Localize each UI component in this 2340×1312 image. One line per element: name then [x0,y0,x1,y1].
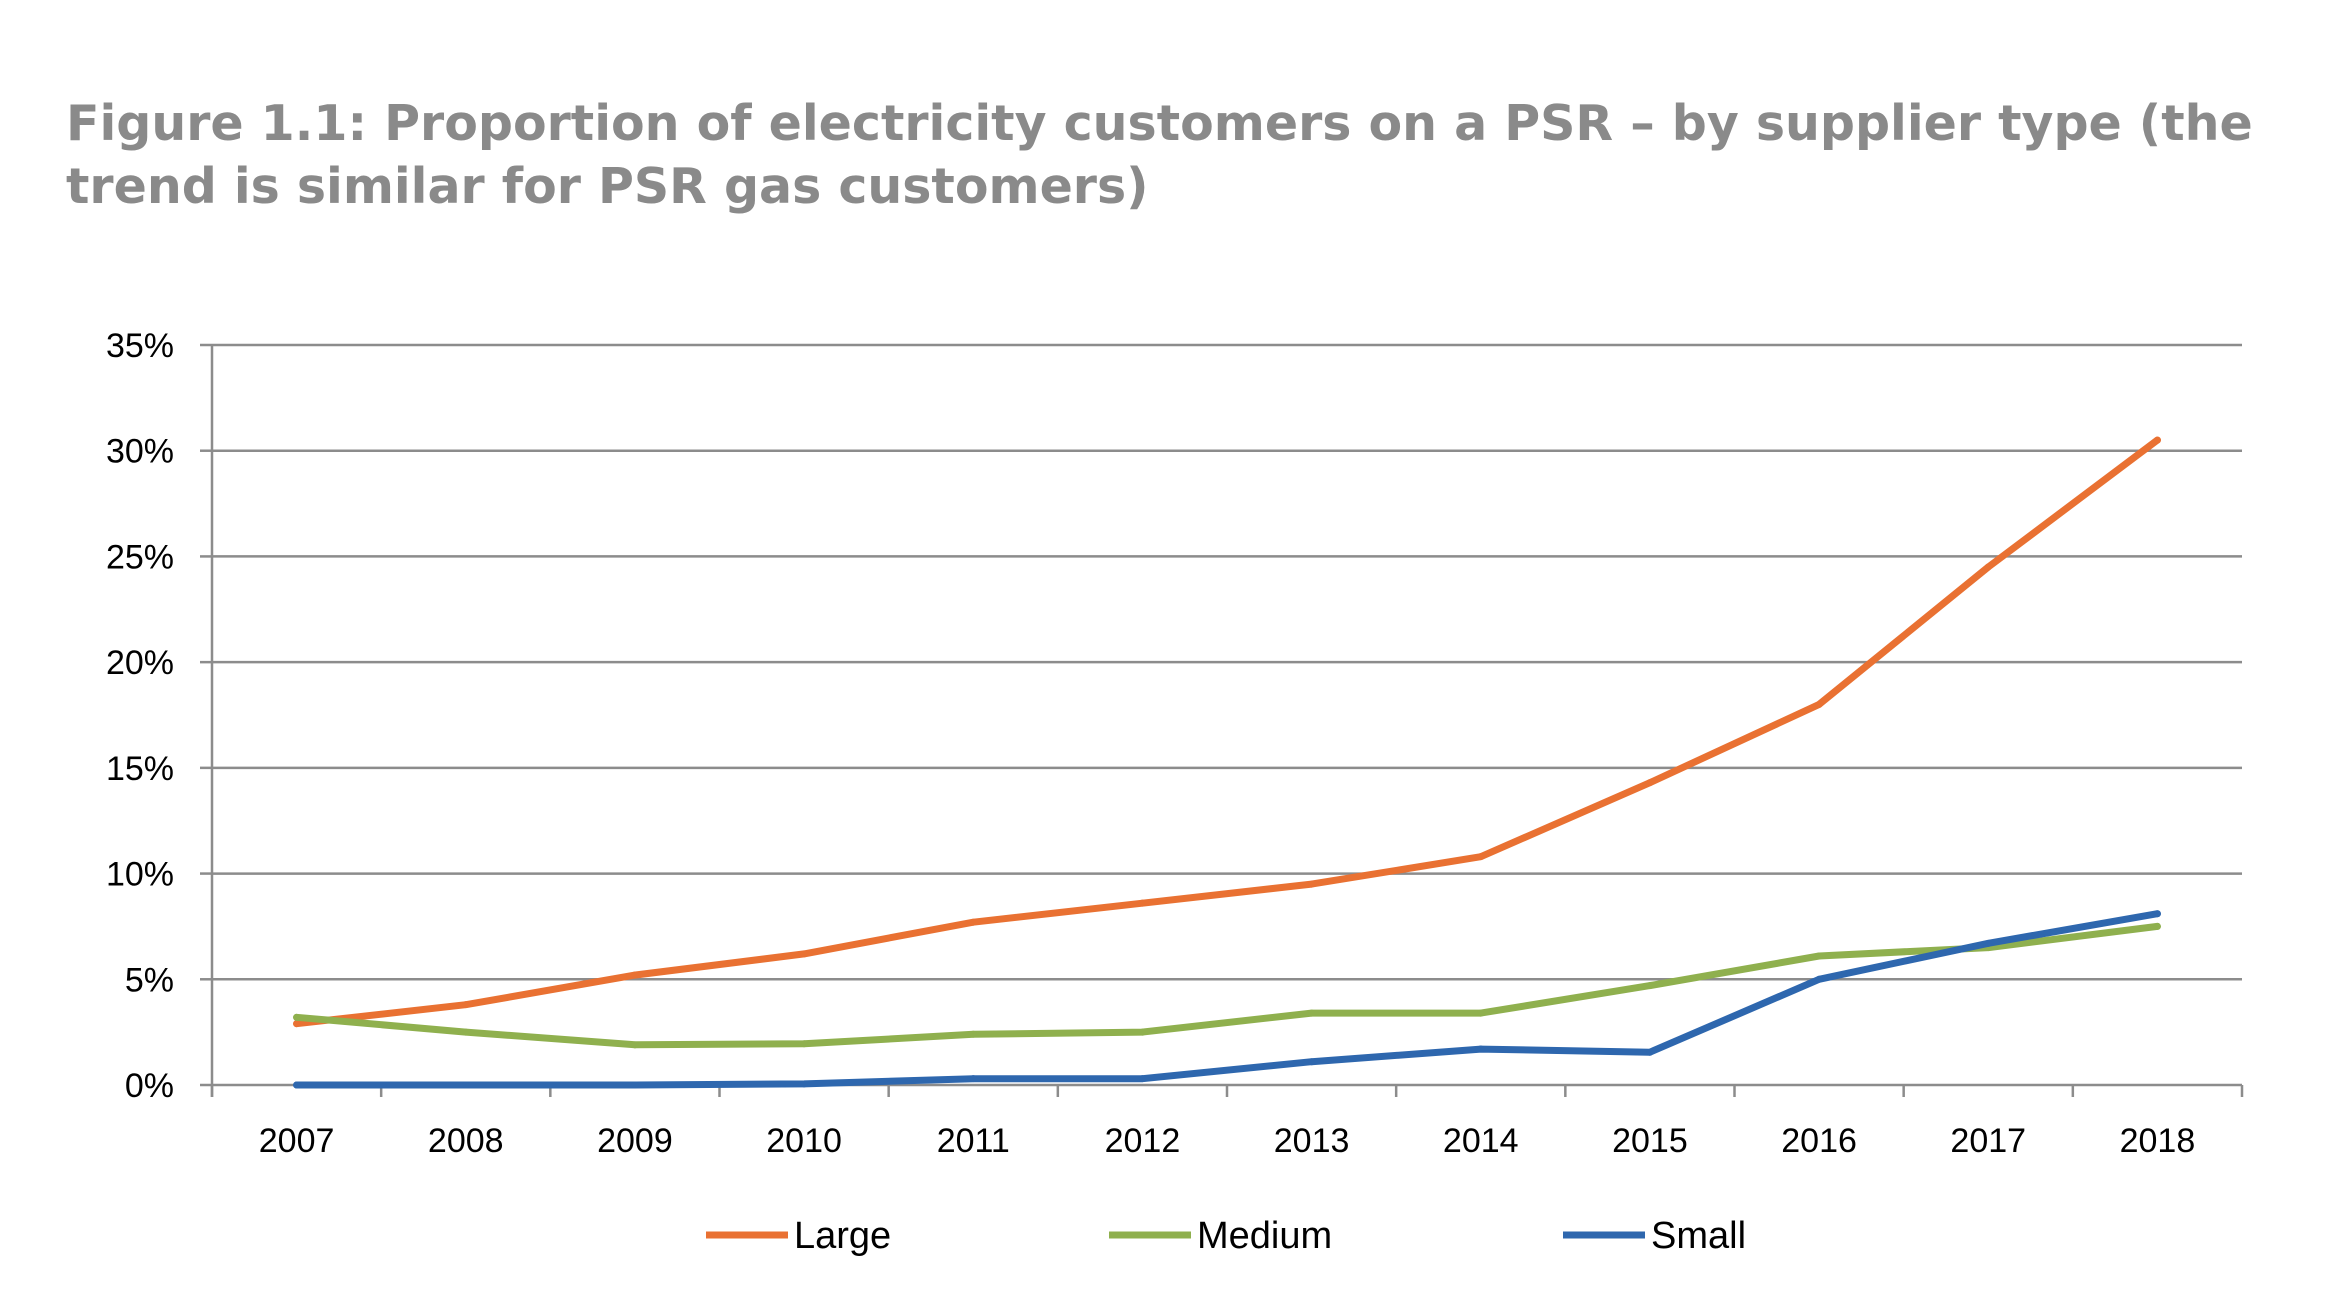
legend-label: Large [794,1215,891,1257]
data-point-large [969,918,977,926]
x-tick-label: 2016 [1781,1122,1857,1160]
y-tick-label: 25% [106,538,174,576]
data-point-large [1308,880,1316,888]
data-point-large [800,950,808,958]
y-tick-label: 20% [106,644,174,682]
legend-label: Small [1651,1215,1746,1257]
x-tick-label: 2018 [2120,1122,2196,1160]
data-point-small [462,1081,470,1089]
legend-label: Medium [1197,1215,1332,1257]
data-point-medium [1646,982,1654,990]
legend-item-large: Large [706,1215,891,1257]
x-tick-label: 2012 [1105,1122,1181,1160]
x-tick-label: 2013 [1274,1122,1350,1160]
x-tick-label: 2008 [428,1122,504,1160]
y-tick-label: 0% [125,1067,174,1105]
x-tick-label: 2011 [937,1122,1010,1160]
data-point-medium [1815,952,1823,960]
data-point-small [1815,975,1823,983]
figure-title: Figure 1.1: Proportion of electricity cu… [66,95,2253,215]
y-tick-labels: 0% 5% 10% 15% 20% 25% 30% 35% [106,327,174,1105]
x-tick-labels: 2007 2008 2009 2010 2011 2012 2013 2014 2015 2016… [259,1122,2195,1160]
data-point-large [2153,436,2161,444]
data-point-medium [2153,922,2161,930]
data-point-large [1646,779,1654,787]
x-tick-label: 2014 [1443,1122,1519,1160]
series-line-small [293,910,2161,1089]
data-point-small [1477,1045,1485,1053]
data-point-large [631,971,639,979]
x-tick-label: 2010 [766,1122,842,1160]
x-tick-label: 2009 [597,1122,673,1160]
legend-item-medium: Medium [1109,1215,1332,1257]
data-point-medium [1138,1028,1146,1036]
series-line-large [293,436,2161,1028]
data-point-medium [1308,1009,1316,1017]
data-point-small [969,1075,977,1083]
series-line-medium [293,922,2161,1049]
data-point-small [1984,939,1992,947]
y-tick-label: 5% [125,961,174,999]
data-point-medium [969,1030,977,1038]
y-tick-label: 35% [106,327,174,365]
data-point-medium [1477,1009,1485,1017]
y-tick-label: 15% [106,750,174,788]
data-point-small [1138,1075,1146,1083]
series-lines [293,436,2161,1089]
data-point-small [1308,1058,1316,1066]
legend-item-small: Small [1563,1215,1746,1257]
legend: Large Medium Small [706,1215,1746,1257]
y-tick-label: 10% [106,856,174,894]
data-point-large [293,1020,301,1028]
data-point-small [1646,1048,1654,1056]
x-tick-label: 2017 [1950,1122,2026,1160]
data-point-large [1984,563,1992,571]
data-point-large [1138,899,1146,907]
data-point-small [293,1081,301,1089]
data-point-medium [800,1040,808,1048]
data-point-small [631,1081,639,1089]
data-point-small [800,1080,808,1088]
y-tick-label: 30% [106,433,174,471]
data-point-large [1477,853,1485,861]
axes [200,343,2244,1097]
data-point-medium [462,1028,470,1036]
data-point-medium [293,1013,301,1021]
gridlines [212,343,2242,981]
x-tick-label: 2015 [1612,1122,1688,1160]
data-point-small [2153,910,2161,918]
data-point-medium [631,1041,639,1049]
x-tick-label: 2007 [259,1122,335,1160]
data-point-large [1815,700,1823,708]
data-point-large [462,1001,470,1009]
